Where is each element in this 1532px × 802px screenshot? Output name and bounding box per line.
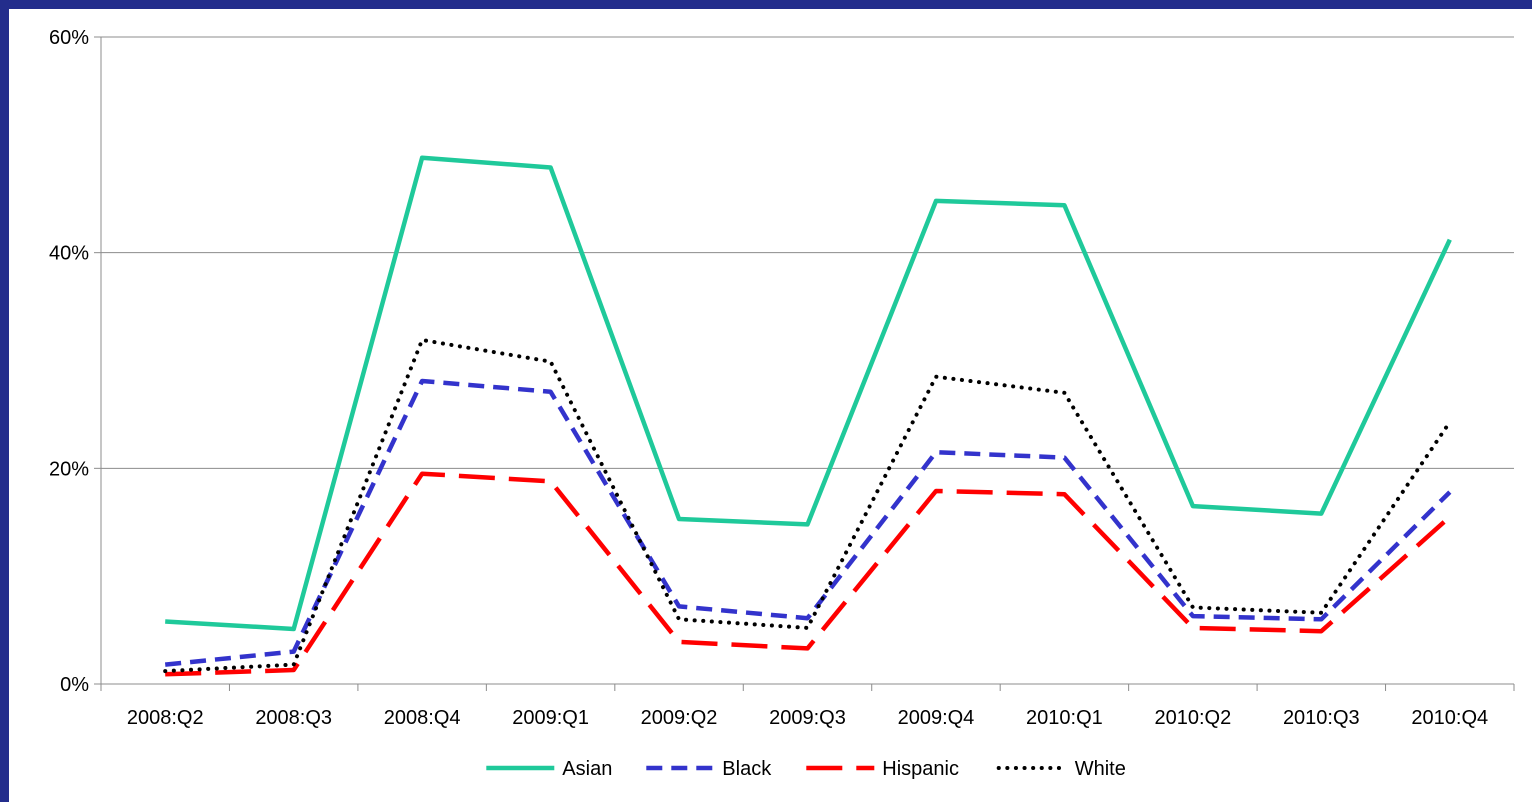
legend: Asian Black Hispanic White	[486, 758, 1126, 780]
x-tick-label: 2009:Q4	[898, 707, 975, 729]
x-tick-label: 2010:Q3	[1283, 707, 1360, 729]
x-tick-label: 2009:Q2	[641, 707, 718, 729]
series-line-black	[164, 378, 1452, 667]
x-tick-label: 2008:Q2	[127, 707, 204, 729]
legend-label-asian: Asian	[562, 758, 612, 780]
y-tick-label: 40%	[49, 243, 89, 265]
y-tick-label: 0%	[60, 674, 89, 696]
chart-frame: 0% 20% 40% 60% 2008:Q2 2008:Q3 2008:Q4 2009:Q1 2…	[9, 9, 1532, 802]
x-tick-label: 2010:Q2	[1154, 707, 1231, 729]
x-tick-label: 2009:Q1	[512, 707, 589, 729]
grid-lines	[101, 36, 1514, 469]
x-tick-label: 2008:Q4	[384, 707, 461, 729]
series-line-white	[163, 338, 1452, 674]
series-line-hispanic	[165, 471, 1452, 677]
line-chart: 0% 20% 40% 60% 2008:Q2 2008:Q3 2008:Q4 2009:Q1 2…	[49, 27, 1515, 780]
y-tick-label: 60%	[49, 27, 89, 49]
x-tick-label: 2008:Q3	[255, 707, 332, 729]
axes: 0% 20% 40% 60% 2008:Q2 2008:Q3 2008:Q4 2009:Q1 2…	[49, 27, 1515, 729]
series-line-asian	[165, 155, 1452, 632]
x-tick-label: 2010:Q1	[1026, 707, 1103, 729]
y-tick-label: 20%	[49, 458, 89, 480]
series-lines	[163, 155, 1452, 677]
x-tick-label: 2010:Q4	[1411, 707, 1488, 729]
legend-label-white: White	[1075, 758, 1126, 780]
legend-label-hispanic: Hispanic	[882, 758, 959, 780]
legend-label-black: Black	[722, 758, 772, 780]
x-tick-label: 2009:Q3	[769, 707, 846, 729]
